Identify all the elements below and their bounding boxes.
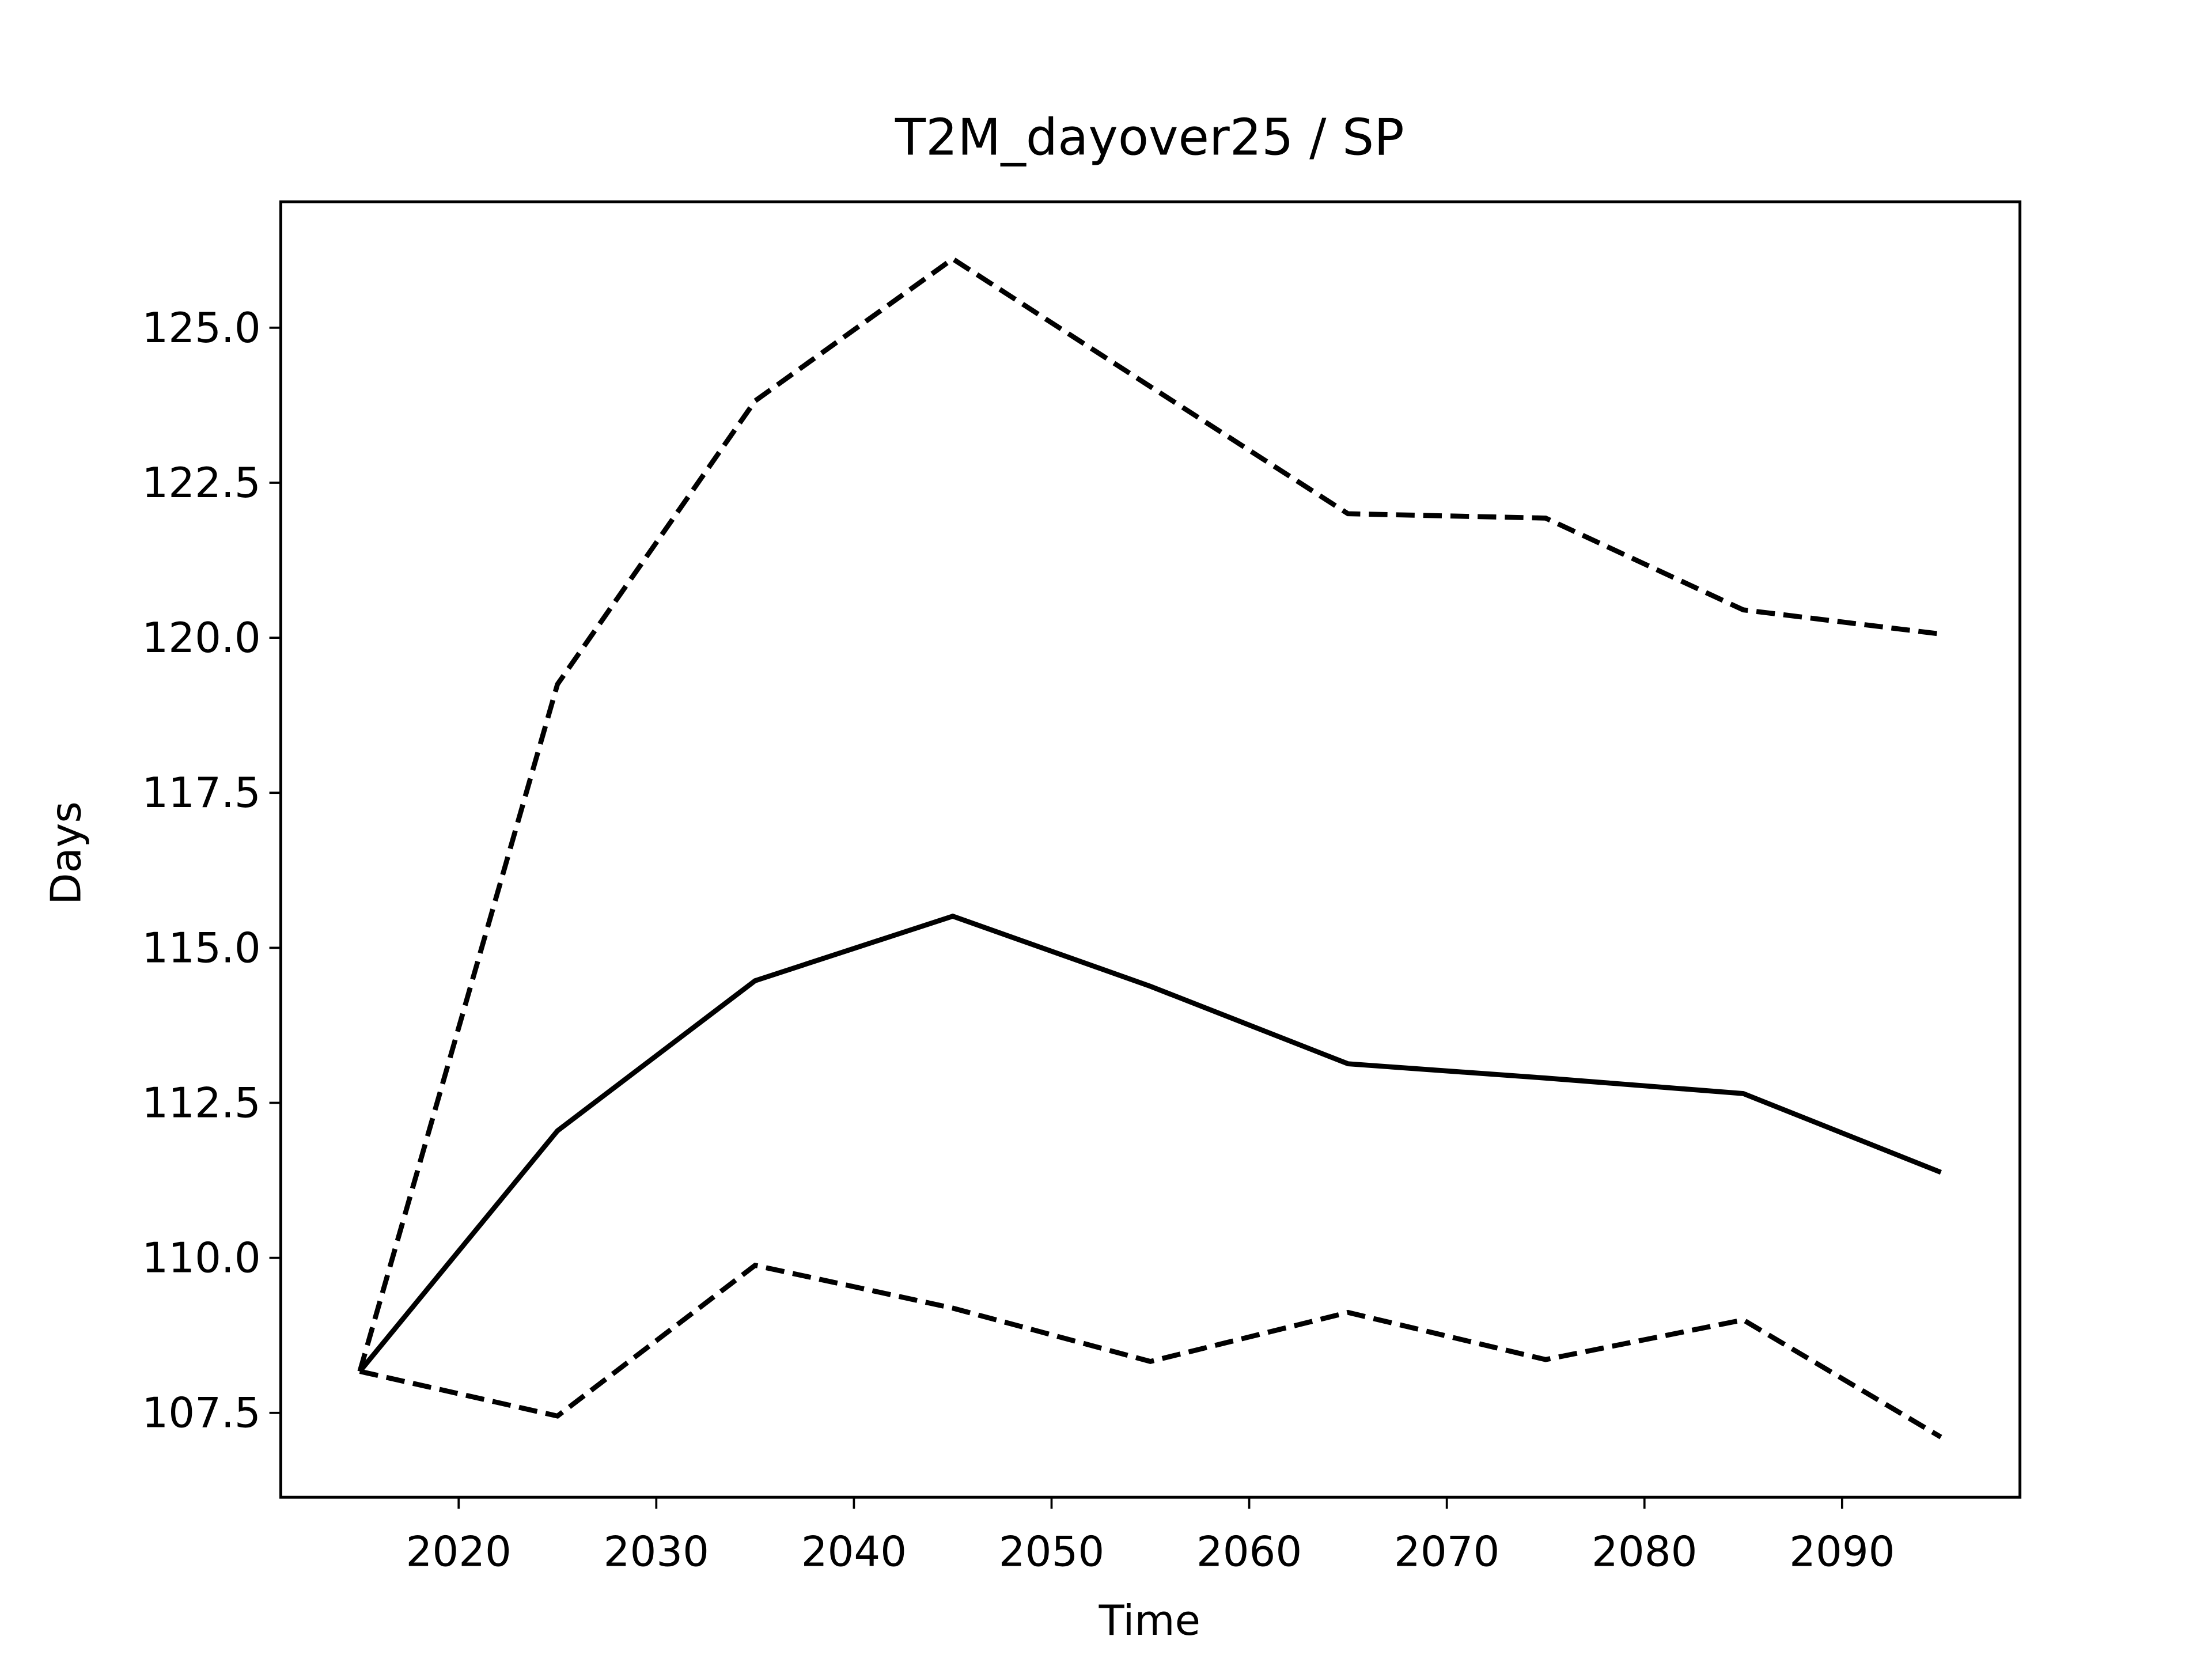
y-axis-label: Days [42, 801, 90, 905]
x-tick-label: 2020 [406, 1527, 512, 1575]
y-tick-label: 107.5 [142, 1389, 260, 1437]
y-tick-label: 115.0 [142, 923, 260, 972]
x-tick-label: 2090 [1789, 1527, 1895, 1575]
x-tick-label: 2080 [1592, 1527, 1697, 1575]
y-tick-label: 122.5 [142, 459, 260, 507]
line-series [359, 1262, 1942, 1440]
x-tick-label: 2040 [801, 1527, 907, 1575]
x-tick-label: 2030 [604, 1527, 709, 1575]
line-series [357, 256, 1941, 1372]
x-tick-label: 2060 [1196, 1527, 1302, 1575]
y-tick-label: 120.0 [142, 613, 260, 662]
x-tick-label: 2070 [1394, 1527, 1499, 1575]
plot-frame [279, 200, 2022, 1499]
y-tick-label: 117.5 [142, 768, 260, 817]
y-tick-label: 110.0 [142, 1234, 260, 1282]
y-tick-label: 125.0 [142, 304, 260, 352]
x-axis-label: Time [1099, 1596, 1200, 1645]
line-series [358, 913, 1942, 1373]
y-tick-label: 112.5 [142, 1078, 260, 1127]
chart-title: T2M_dayover25 / SP [895, 108, 1404, 166]
x-tick-label: 2050 [999, 1527, 1104, 1575]
